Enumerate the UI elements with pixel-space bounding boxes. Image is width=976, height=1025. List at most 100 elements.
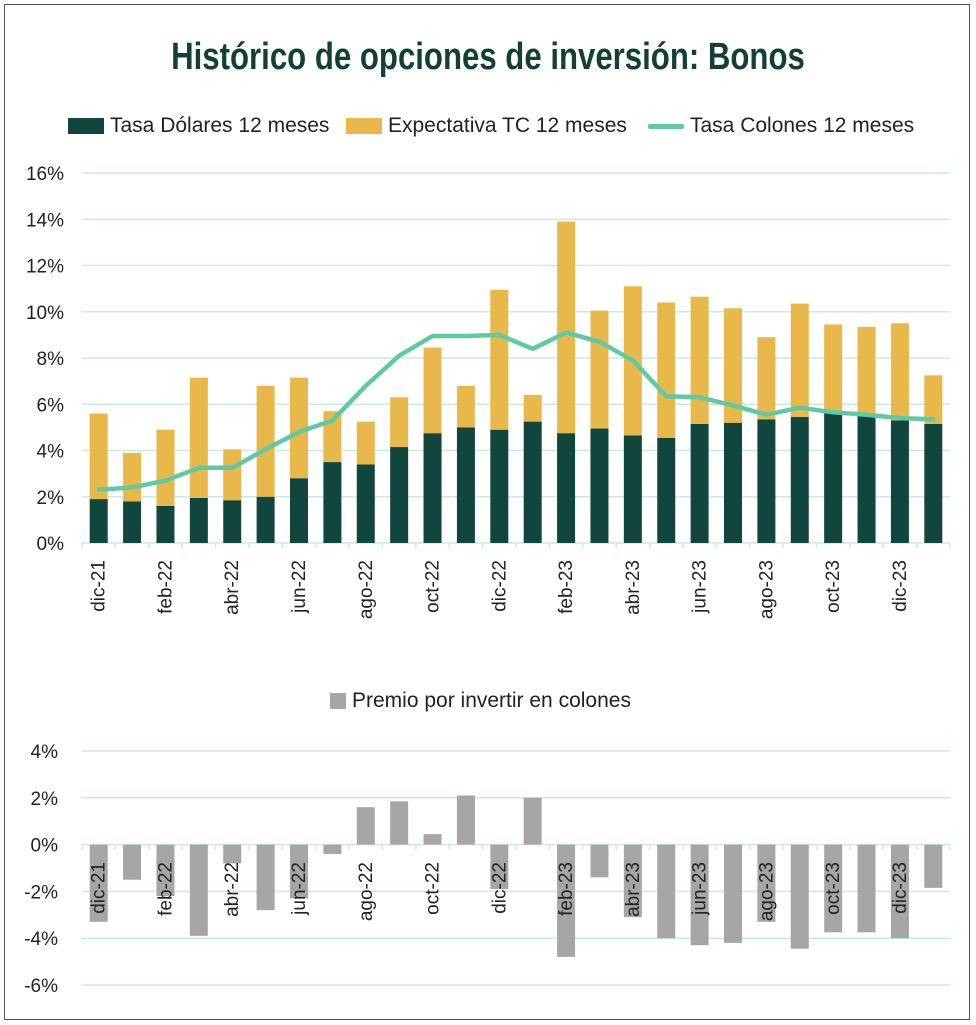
bar-premium [356,807,375,845]
legend-tc-label: Expectativa TC 12 meses [388,114,627,137]
x-tick-label-top: dic-22 [489,560,510,612]
bar-usd [156,506,175,543]
y-tick-label-bottom: -2% [24,882,58,903]
bar-tc [290,377,308,479]
bar-usd [623,435,642,543]
bar-tc [423,347,442,434]
bar-premium [690,844,709,946]
bar-tc [590,310,609,429]
x-tick-label-bottom: abr-23 [623,862,644,917]
legend-usd-swatch [68,118,104,134]
y-tick-label-bottom: -4% [24,929,58,950]
x-tick-label-bottom: ago-22 [356,862,377,921]
bar-usd [356,464,375,543]
legend-crc: Tasa Colones 12 meses [648,114,914,138]
bar-tc [156,429,175,506]
bar-usd [557,433,576,543]
chart-title: Histórico de opciones de inversión: Bono… [171,36,805,78]
bar-premium [824,844,843,933]
bar-premium [790,844,809,949]
bar-tc [890,323,909,421]
bar-tc [223,449,242,501]
bar-usd [724,422,742,543]
bar-usd [189,497,208,543]
bar-premium [757,844,776,922]
bar-premium [290,844,308,899]
x-tick-label-top: dic-21 [89,560,110,612]
bar-premium [557,844,576,957]
x-tick-label-top: abr-23 [623,560,644,615]
bar-premium [924,844,943,888]
bar-usd [657,437,676,543]
bar-tc [390,397,409,448]
bar-usd [256,496,275,543]
bar-tc [757,337,776,420]
bar-premium [89,844,108,922]
x-tick-label-top: feb-23 [556,560,577,614]
legend-premium-item: Premio por invertir en colones [330,689,631,713]
bar-premium [456,795,475,845]
bar-usd [323,462,342,543]
x-tick-label-bottom: feb-22 [155,862,176,916]
bar-usd [590,428,609,543]
bar-premium [390,801,409,845]
legend-premium-swatch [330,693,346,709]
bar-premium [657,844,676,939]
bar-tc [523,395,542,422]
x-tick-label-top: oct-22 [423,560,444,613]
bar-premium [256,844,275,911]
bar-tc [256,385,275,497]
y-tick-label-top: 16% [26,164,64,185]
bar-premium [724,844,742,943]
y-tick-label-bottom: 2% [31,789,59,810]
x-tick-label-bottom: ago-23 [756,862,777,921]
y-tick-label-top: 6% [37,395,65,416]
bar-premium [223,844,242,864]
x-tick-label-bottom: abr-22 [222,862,243,917]
x-tick-label-bottom: dic-22 [489,862,510,914]
bar-premium [123,844,142,880]
bar-usd [757,419,776,543]
x-tick-label-bottom: oct-23 [823,862,844,915]
chart-frame [4,4,970,1020]
x-tick-label-bottom: jun-23 [690,862,711,916]
bar-premium [590,844,609,878]
y-tick-label-top: 4% [37,442,65,463]
bar-tc [123,452,142,502]
y-tick-label-top: 0% [37,534,65,555]
bar-usd [490,429,509,543]
y-tick-label-top: 14% [26,210,64,231]
bar-premium [323,844,342,854]
bar-premium [857,844,876,933]
y-tick-label-bottom: 4% [31,742,59,763]
bar-usd [523,421,542,543]
x-tick-label-top: jun-22 [289,560,310,614]
bar-usd [89,499,108,543]
x-tick-label-bottom: dic-23 [890,862,911,914]
line-crc [96,330,936,493]
y-tick-label-top: 8% [37,349,65,370]
bar-tc [89,413,108,500]
legend-usd-label: Tasa Dólares 12 meses [110,114,330,137]
bar-usd [890,420,909,543]
y-tick-label-top: 2% [37,488,65,509]
legend-crc-swatch [648,123,684,129]
bar-usd [690,423,709,543]
x-tick-label-top: jun-23 [690,560,711,614]
legend-crc-label: Tasa Colones 12 meses [690,114,915,137]
x-tick-label-bottom: jun-22 [289,862,310,916]
y-tick-label-top: 12% [26,257,64,278]
y-tick-label-top: 10% [26,303,64,324]
bar-tc [356,421,375,465]
legend-tc: Expectativa TC 12 meses [346,114,627,138]
bar-usd [290,478,308,543]
x-tick-label-top: oct-23 [823,560,844,613]
x-tick-label-top: dic-23 [890,560,911,612]
x-tick-label-top: ago-22 [356,560,377,619]
x-tick-label-bottom: oct-22 [423,862,444,915]
x-tick-label-bottom: dic-21 [89,862,110,914]
bar-premium [890,844,909,939]
bar-usd [790,416,809,543]
bar-premium [189,844,208,936]
